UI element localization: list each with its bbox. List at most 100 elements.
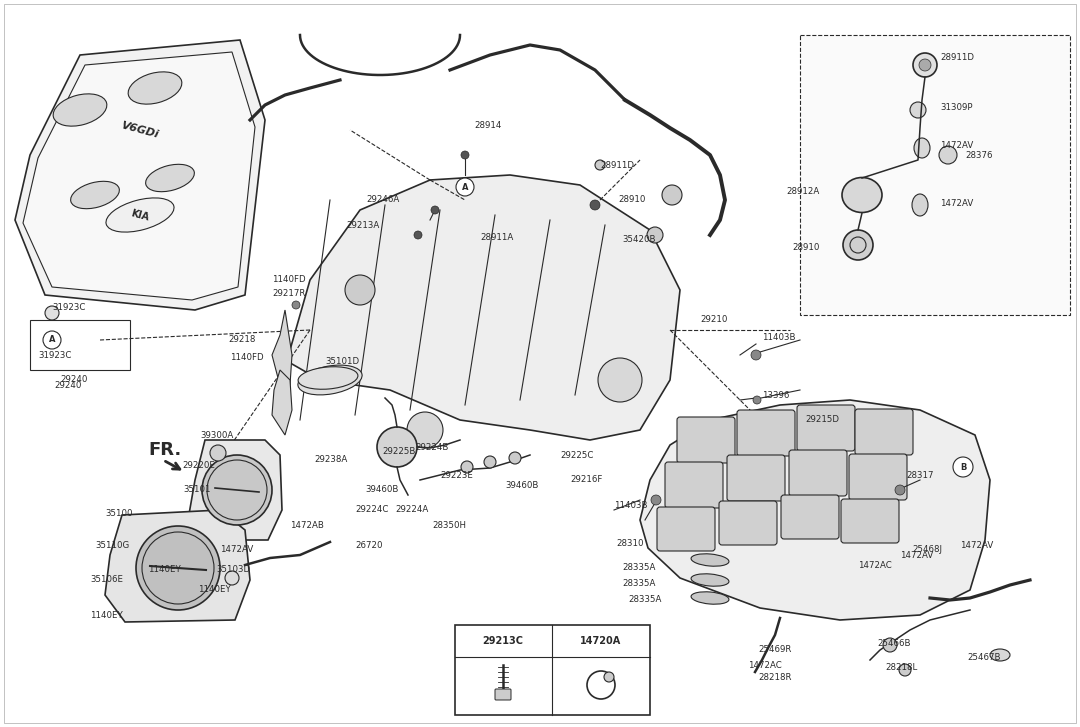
- Text: 28911A: 28911A: [480, 233, 513, 243]
- Circle shape: [595, 160, 605, 170]
- FancyBboxPatch shape: [719, 501, 777, 545]
- Ellipse shape: [298, 365, 362, 395]
- Text: 1472AC: 1472AC: [748, 661, 782, 670]
- Text: B: B: [960, 462, 967, 472]
- Text: 29216F: 29216F: [570, 475, 603, 484]
- Circle shape: [895, 485, 905, 495]
- Polygon shape: [285, 175, 680, 440]
- FancyBboxPatch shape: [797, 405, 855, 451]
- Circle shape: [461, 151, 469, 159]
- Circle shape: [431, 206, 438, 214]
- Text: 35100: 35100: [105, 508, 133, 518]
- Text: 29225B: 29225B: [382, 448, 416, 457]
- Ellipse shape: [990, 649, 1010, 661]
- Text: V6GDi: V6GDi: [120, 120, 160, 140]
- Text: 28335A: 28335A: [622, 579, 656, 587]
- Text: 1140EY: 1140EY: [90, 611, 123, 619]
- Text: 31923C: 31923C: [52, 303, 85, 313]
- Text: 29224A: 29224A: [395, 505, 429, 515]
- Text: 25469R: 25469R: [758, 646, 792, 654]
- Ellipse shape: [146, 164, 194, 192]
- Polygon shape: [188, 440, 282, 540]
- Circle shape: [225, 571, 239, 585]
- Circle shape: [662, 185, 681, 205]
- Text: 11403B: 11403B: [762, 334, 796, 342]
- Text: 29224B: 29224B: [415, 443, 448, 452]
- Text: 29224C: 29224C: [355, 505, 389, 515]
- Text: 29218: 29218: [228, 335, 255, 345]
- Circle shape: [210, 445, 226, 461]
- Circle shape: [751, 350, 761, 360]
- Polygon shape: [15, 40, 265, 310]
- Bar: [30, 320, 130, 370]
- Text: 1140FD: 1140FD: [230, 353, 264, 363]
- FancyBboxPatch shape: [737, 410, 795, 456]
- Ellipse shape: [53, 94, 107, 126]
- Ellipse shape: [298, 366, 357, 389]
- Text: 31309P: 31309P: [940, 103, 972, 111]
- FancyBboxPatch shape: [855, 409, 913, 455]
- Text: 35106E: 35106E: [90, 576, 123, 585]
- Text: 28218L: 28218L: [885, 664, 917, 672]
- FancyBboxPatch shape: [841, 499, 899, 543]
- Polygon shape: [23, 52, 255, 300]
- Text: 28910: 28910: [793, 243, 820, 252]
- Text: 1140EY: 1140EY: [198, 585, 231, 595]
- Text: 28350H: 28350H: [432, 521, 465, 529]
- FancyBboxPatch shape: [665, 462, 723, 508]
- Polygon shape: [272, 370, 292, 435]
- Text: 31923C: 31923C: [38, 350, 71, 359]
- FancyBboxPatch shape: [657, 507, 715, 551]
- FancyBboxPatch shape: [781, 495, 839, 539]
- Text: 1472AV: 1472AV: [940, 198, 973, 207]
- Text: 29240: 29240: [60, 376, 87, 385]
- Text: 28911D: 28911D: [600, 161, 634, 169]
- Text: 28910: 28910: [618, 196, 646, 204]
- Circle shape: [45, 306, 59, 320]
- Circle shape: [484, 456, 496, 468]
- Text: 11403B: 11403B: [615, 500, 648, 510]
- Circle shape: [651, 495, 661, 505]
- Text: 29213C: 29213C: [483, 636, 524, 646]
- Text: 1472AB: 1472AB: [291, 521, 324, 529]
- Ellipse shape: [691, 574, 729, 586]
- Text: 35110G: 35110G: [95, 540, 130, 550]
- Circle shape: [292, 301, 300, 309]
- Text: FR.: FR.: [148, 441, 181, 459]
- Text: 1140EY: 1140EY: [148, 566, 180, 574]
- Text: 28218R: 28218R: [758, 673, 792, 683]
- Circle shape: [414, 231, 422, 239]
- FancyBboxPatch shape: [849, 454, 907, 500]
- Text: 1472AV: 1472AV: [900, 550, 933, 560]
- Circle shape: [43, 331, 60, 349]
- Ellipse shape: [70, 181, 120, 209]
- Text: 29217R: 29217R: [272, 289, 306, 299]
- Text: 29238A: 29238A: [314, 456, 348, 465]
- Ellipse shape: [106, 198, 174, 232]
- Circle shape: [953, 457, 973, 477]
- Text: 25468J: 25468J: [912, 545, 942, 555]
- Text: KIA: KIA: [130, 208, 150, 222]
- Ellipse shape: [912, 194, 928, 216]
- Circle shape: [461, 461, 473, 473]
- Text: 29223E: 29223E: [440, 470, 473, 480]
- Ellipse shape: [691, 554, 729, 566]
- Text: 29246A: 29246A: [367, 196, 400, 204]
- Text: 14720A: 14720A: [580, 636, 622, 646]
- Bar: [800, 35, 1070, 315]
- Text: 35103D: 35103D: [216, 566, 251, 574]
- Circle shape: [919, 59, 931, 71]
- Circle shape: [883, 638, 897, 652]
- Text: 13396: 13396: [762, 390, 789, 400]
- Text: 1472AV: 1472AV: [940, 140, 973, 150]
- Circle shape: [753, 396, 761, 404]
- Text: 29215D: 29215D: [805, 416, 839, 425]
- Text: 28310: 28310: [616, 539, 644, 547]
- Text: 29210: 29210: [700, 316, 727, 324]
- Polygon shape: [640, 400, 990, 620]
- Circle shape: [202, 455, 272, 525]
- Text: 29225C: 29225C: [561, 451, 593, 459]
- Text: 25466B: 25466B: [877, 638, 910, 648]
- Ellipse shape: [914, 138, 930, 158]
- Circle shape: [590, 200, 600, 210]
